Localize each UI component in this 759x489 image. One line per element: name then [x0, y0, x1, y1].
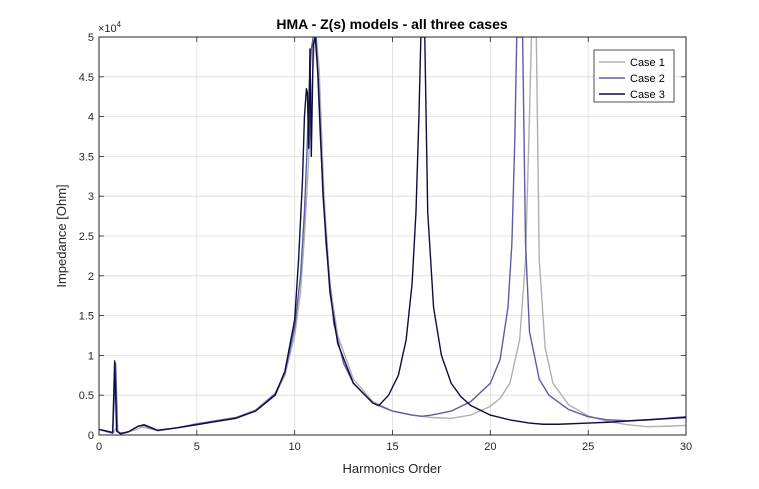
x-tick-label: 25 [582, 441, 594, 453]
axis-ticks [98, 36, 687, 436]
y-tick-label: 1 [88, 350, 94, 362]
y-axis-label: Impedance [Ohm] [54, 184, 69, 287]
x-tick-label: 20 [484, 441, 496, 453]
x-tick-label: 30 [680, 441, 692, 453]
y-tick-label: 4 [88, 112, 94, 124]
y-tick-label: 4.5 [79, 72, 94, 84]
series-layer [99, 37, 686, 435]
x-axis-label: Harmonics Order [343, 461, 443, 476]
x-tick-label: 0 [96, 441, 102, 453]
grid-lines [99, 37, 686, 435]
x-tick-label: 5 [194, 441, 200, 453]
chart-title: HMA - Z(s) models - all three cases [276, 16, 508, 32]
x-tick-label: 15 [386, 441, 398, 453]
y-tick-label: 2.5 [79, 231, 94, 243]
x-tick-label: 10 [289, 441, 301, 453]
legend-label-case-1: Case 1 [630, 57, 665, 69]
y-exponent-base: ×10 [98, 23, 117, 35]
legend-items: Case 1 Case 2 Case 3 [599, 57, 665, 101]
y-exponent-power: 4 [117, 20, 122, 29]
series-line-case-3 [99, 37, 686, 435]
legend-label-case-2: Case 2 [630, 73, 665, 85]
y-tick-label: 0.5 [79, 390, 94, 402]
y-tick-label: 0 [88, 430, 94, 442]
y-tick-label: 3.5 [79, 151, 94, 163]
y-tick-label: 2 [88, 271, 94, 283]
y-axis-exponent: ×104 [98, 20, 122, 35]
legend: Case 1 Case 2 Case 3 [593, 49, 675, 103]
y-tick-label: 3 [88, 191, 94, 203]
y-tick-label: 1.5 [79, 311, 94, 323]
legend-label-case-3: Case 3 [630, 89, 665, 101]
y-tick-label: 5 [88, 32, 94, 44]
axis-tick-labels: 0 5 10 15 20 25 30 0 0.5 1 1.5 2 2.5 3 3.5 4 4.5 5 [79, 32, 692, 453]
